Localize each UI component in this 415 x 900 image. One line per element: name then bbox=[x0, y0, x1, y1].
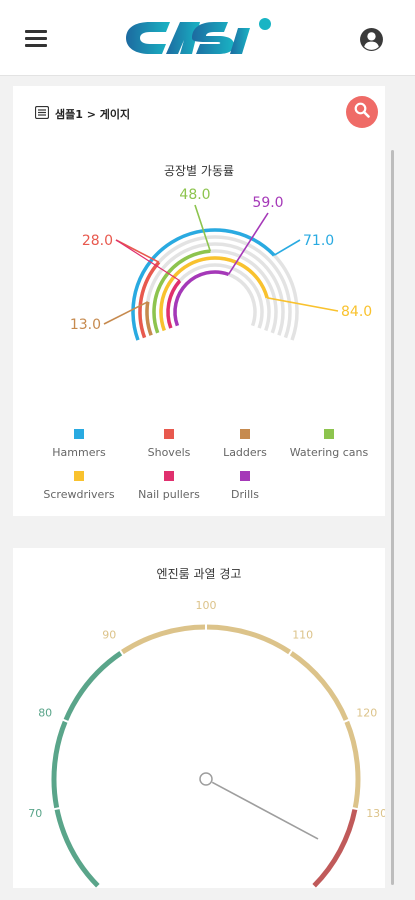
radial-track bbox=[131, 228, 299, 341]
radial-bar-ladders[interactable] bbox=[145, 301, 153, 336]
radial-track bbox=[145, 242, 285, 336]
legend-label: Screwdrivers bbox=[43, 488, 115, 501]
gauge-tick-label: 80 bbox=[38, 706, 52, 719]
gauge-tick bbox=[53, 806, 61, 811]
legend-label: Ladders bbox=[223, 446, 267, 459]
legend-label: Drills bbox=[231, 488, 259, 501]
leader-line bbox=[194, 204, 212, 252]
legend-swatch bbox=[164, 429, 174, 439]
legend-swatch bbox=[324, 429, 334, 439]
legend-swatch bbox=[164, 471, 174, 481]
gauge-tick-label: 90 bbox=[102, 628, 116, 641]
legend-item-watering-cans[interactable]: Watering cans bbox=[279, 429, 379, 459]
hamburger-menu-icon[interactable] bbox=[25, 30, 47, 48]
search-button[interactable] bbox=[346, 96, 378, 128]
legend-swatch bbox=[240, 429, 250, 439]
legend-label: Watering cans bbox=[289, 446, 369, 459]
legend-item-screwdrivers[interactable]: Screwdrivers bbox=[29, 471, 129, 501]
legend-item-shovels[interactable]: Shovels bbox=[119, 429, 219, 459]
radial-bar-watering-cans[interactable] bbox=[152, 249, 211, 334]
gauge-band bbox=[120, 624, 361, 810]
brand-logo[interactable] bbox=[122, 14, 282, 64]
breadcrumb: 샘플1 > 게이지 bbox=[34, 105, 131, 122]
leader-line bbox=[115, 239, 181, 282]
data-label: 13.0 bbox=[70, 317, 101, 333]
gauge-chart-title: 엔진룸 과열 경고 bbox=[156, 567, 242, 581]
scrollbar[interactable] bbox=[391, 150, 394, 885]
gauge-needle bbox=[211, 781, 319, 840]
data-label: 71.0 bbox=[303, 233, 334, 249]
data-label: 59.0 bbox=[252, 195, 283, 211]
legend-swatch bbox=[74, 429, 84, 439]
document-list-icon bbox=[34, 105, 50, 122]
gauge-tick bbox=[351, 806, 359, 811]
gauge-tick bbox=[309, 882, 317, 888]
gauge-tick bbox=[95, 882, 103, 888]
radial-chart-title: 공장별 가동률 bbox=[163, 164, 235, 178]
radial-chart-panel: 샘플1 > 게이지 공장별 가동률 71.0 28.0 13.0 48.0 84.0 59… bbox=[13, 86, 385, 516]
radial-bar-screwdrivers[interactable] bbox=[159, 256, 269, 332]
gauge-chart-panel: 엔진룸 과열 경고 60708090100110120130140 bbox=[13, 548, 385, 888]
gauge-band bbox=[51, 650, 123, 888]
legend-label: Nail pullers bbox=[138, 488, 200, 501]
gauge-tick-label: 110 bbox=[292, 628, 313, 641]
radial-bar-drills[interactable] bbox=[173, 270, 230, 327]
leader-line bbox=[273, 239, 301, 256]
legend-item-drills[interactable]: Drills bbox=[195, 471, 295, 501]
gauge-tick bbox=[287, 649, 293, 657]
gauge-tick-label: 120 bbox=[356, 706, 377, 719]
gauge-tick-label: 100 bbox=[196, 599, 217, 612]
data-label: 28.0 bbox=[82, 233, 113, 249]
radial-bar-nail-pullers[interactable] bbox=[166, 279, 182, 329]
legend-item-ladders[interactable]: Ladders bbox=[195, 429, 295, 459]
gauge-tick bbox=[342, 718, 350, 724]
legend-swatch bbox=[74, 471, 84, 481]
gauge-pivot bbox=[199, 772, 213, 786]
radial-track bbox=[166, 263, 264, 329]
user-account-icon[interactable] bbox=[359, 27, 384, 52]
top-app-bar bbox=[0, 0, 415, 76]
gauge-band bbox=[311, 808, 358, 888]
leader-line bbox=[103, 301, 149, 325]
leader-line bbox=[266, 297, 339, 312]
leader-line bbox=[227, 212, 269, 275]
gauge-tick bbox=[62, 718, 70, 724]
breadcrumb-text: 샘플1 > 게이지 bbox=[55, 108, 131, 121]
gauge-chart: 60708090100110120130140 bbox=[28, 599, 385, 888]
legend-swatch bbox=[240, 471, 250, 481]
legend-item-nail-pullers[interactable]: Nail pullers bbox=[119, 471, 219, 501]
search-icon bbox=[354, 102, 370, 122]
radial-track bbox=[173, 270, 257, 327]
legend-label: Hammers bbox=[52, 446, 106, 459]
data-label: 48.0 bbox=[179, 187, 210, 203]
legend-item-hammers[interactable]: Hammers bbox=[29, 429, 129, 459]
data-label: 84.0 bbox=[341, 304, 372, 320]
leader-line bbox=[115, 239, 160, 263]
radial-bar-chart: 71.0 28.0 13.0 48.0 84.0 59.0 bbox=[70, 187, 372, 341]
radial-bar-shovels[interactable] bbox=[138, 261, 161, 339]
legend-label: Shovels bbox=[147, 446, 191, 459]
gauge-tick-label: 130 bbox=[366, 807, 385, 820]
gauge-tick-label: 70 bbox=[28, 807, 42, 820]
gauge-tick bbox=[119, 649, 125, 657]
